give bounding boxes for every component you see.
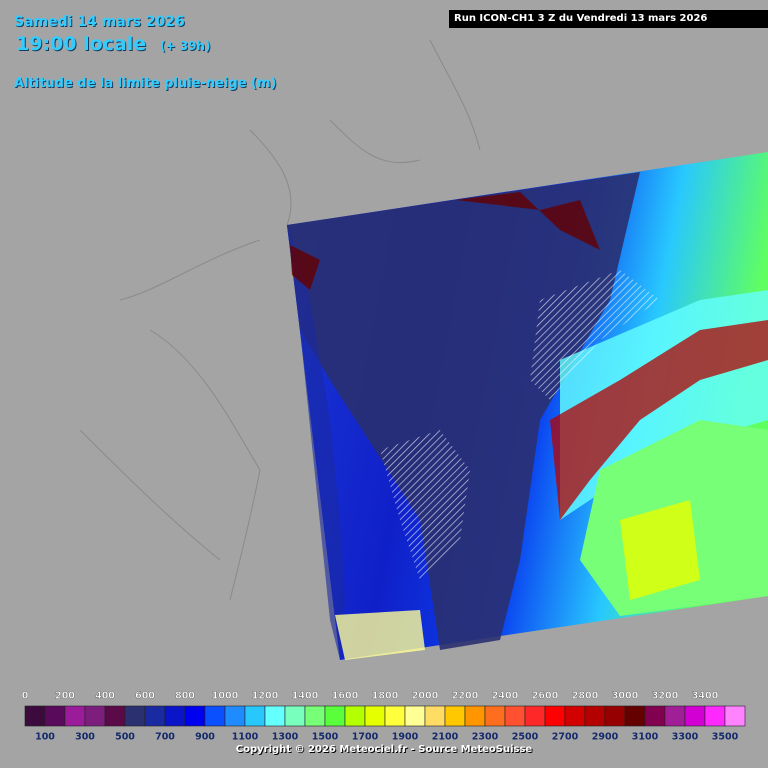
- legend-swatch: [284, 705, 306, 727]
- legend-swatch: [444, 705, 466, 727]
- legend-swatch: [624, 705, 646, 727]
- legend-swatch: [364, 705, 386, 727]
- legend-swatch: [344, 705, 366, 727]
- legend-swatch: [104, 705, 126, 727]
- parameter: Altitude de la limite pluie-neige (m): [14, 76, 277, 91]
- legend-swatch: [544, 705, 566, 727]
- legend-label: 3300: [672, 732, 699, 743]
- legend-label: 1000: [212, 691, 239, 702]
- legend-label: 600: [135, 691, 155, 702]
- legend-label: 1300: [272, 732, 299, 743]
- legend-label: 2900: [592, 732, 619, 743]
- legend-swatch: [244, 705, 266, 727]
- legend-label: 0: [22, 691, 29, 702]
- legend-label: 400: [95, 691, 115, 702]
- legend-swatch: [44, 705, 66, 727]
- legend-label: 3200: [652, 691, 679, 702]
- legend-label: 2200: [452, 691, 479, 702]
- legend-label: 3400: [692, 691, 719, 702]
- legend-swatch: [664, 705, 686, 727]
- legend-swatch: [424, 705, 446, 727]
- legend-swatch: [584, 705, 606, 727]
- legend-swatch: [84, 705, 106, 727]
- legend-label: 2400: [492, 691, 519, 702]
- legend-label: 1100: [232, 732, 259, 743]
- legend-swatch: [144, 705, 166, 727]
- legend-label: 300: [75, 732, 95, 743]
- legend-swatch: [724, 705, 746, 727]
- legend-label: 2100: [432, 732, 459, 743]
- legend-swatch: [404, 705, 426, 727]
- date: Samedi 14 mars 2026: [14, 14, 185, 30]
- legend-swatch: [644, 705, 666, 727]
- legend-label: 900: [195, 732, 215, 743]
- legend-label: 3100: [632, 732, 659, 743]
- legend-label: 1400: [292, 691, 319, 702]
- legend-swatch: [64, 705, 86, 727]
- legend-label: 2600: [532, 691, 559, 702]
- legend-label: 2500: [512, 732, 539, 743]
- legend-label: 1900: [392, 732, 419, 743]
- legend-label: 1700: [352, 732, 379, 743]
- legend-swatch: [324, 705, 346, 727]
- legend-label: 500: [115, 732, 135, 743]
- legend-swatch: [184, 705, 206, 727]
- legend-label: 3500: [712, 732, 739, 743]
- legend-swatch: [704, 705, 726, 727]
- legend-label: 2000: [412, 691, 439, 702]
- legend-swatch: [564, 705, 586, 727]
- legend-label: 3000: [612, 691, 639, 702]
- legend-label: 100: [35, 732, 55, 743]
- time: 19:00 locale: [16, 33, 147, 55]
- legend-label: 1600: [332, 691, 359, 702]
- legend-label: 1500: [312, 732, 339, 743]
- legend-swatch: [464, 705, 486, 727]
- borders: [79, 39, 481, 601]
- legend-swatch: [24, 705, 46, 727]
- legend-label: 1800: [372, 691, 399, 702]
- legend-swatch: [504, 705, 526, 727]
- legend-swatch: [164, 705, 186, 727]
- legend-label: 200: [55, 691, 75, 702]
- run-info: Run ICON-CH1 3 Z du Vendredi 13 mars 202…: [449, 10, 768, 28]
- legend-label: 2300: [472, 732, 499, 743]
- legend-swatch: [524, 705, 546, 727]
- copyright: Copyright © 2026 Meteociel.fr - Source M…: [235, 744, 533, 755]
- legend-label: 1200: [252, 691, 279, 702]
- model-domain: [287, 152, 768, 660]
- legend-swatch: [384, 705, 406, 727]
- legend-swatch: [484, 705, 506, 727]
- legend-swatch: [124, 705, 146, 727]
- legend-swatch: [224, 705, 246, 727]
- legend-swatch: [204, 705, 226, 727]
- legend: 0 100 200 300 400 500 600 700 800 900 1000 1100 1200…: [22, 690, 746, 743]
- legend-label: 2800: [572, 691, 599, 702]
- legend-label: 800: [175, 691, 195, 702]
- legend-label: 700: [155, 732, 175, 743]
- legend-swatch: [684, 705, 706, 727]
- legend-swatch: [304, 705, 326, 727]
- legend-label: 2700: [552, 732, 579, 743]
- legend-swatch: [604, 705, 626, 727]
- legend-swatch: [264, 705, 286, 727]
- lead-time: (+ 39h): [160, 39, 211, 53]
